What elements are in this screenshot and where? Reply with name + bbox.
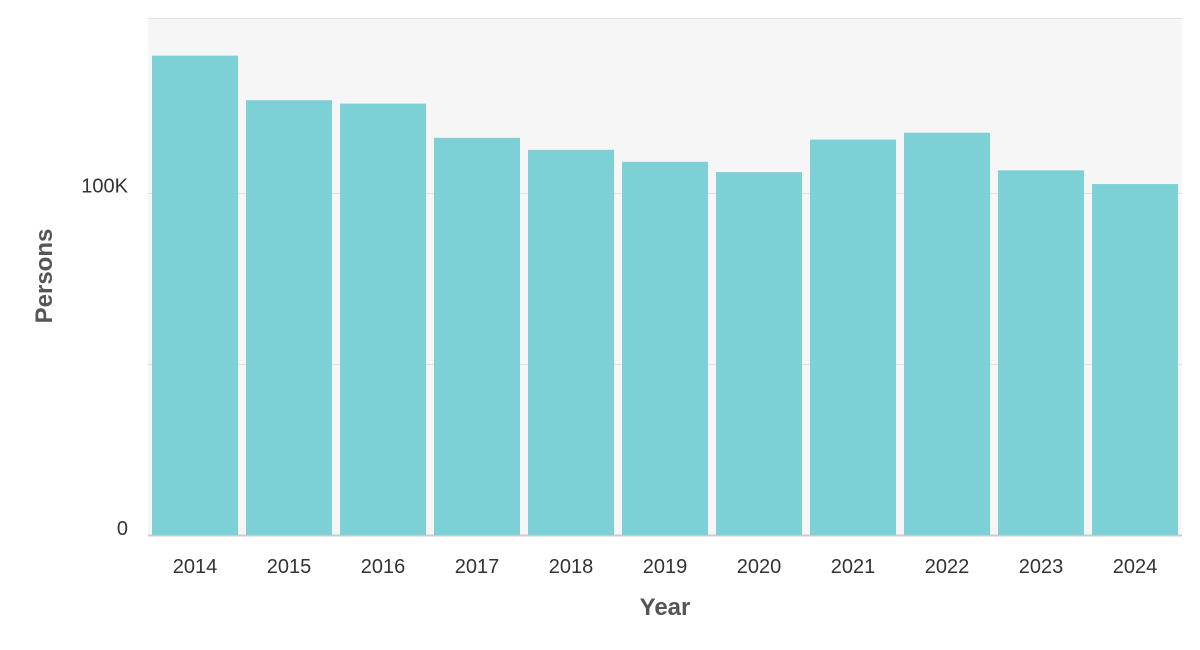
x-tick-label: 2018 bbox=[549, 556, 594, 578]
x-tick-label: 2015 bbox=[267, 556, 312, 578]
y-tick-label: 100K bbox=[81, 176, 128, 198]
bar-2020[interactable] bbox=[716, 172, 802, 535]
bar-2017[interactable] bbox=[434, 137, 520, 535]
bar-2018[interactable] bbox=[528, 149, 614, 536]
bar-2021[interactable] bbox=[810, 139, 896, 535]
bars bbox=[152, 55, 1178, 536]
x-tick-label: 2024 bbox=[1113, 556, 1158, 578]
x-tick-label: 2017 bbox=[455, 556, 500, 578]
bar-2019[interactable] bbox=[622, 161, 708, 535]
y-axis-tick-labels: 0 100K bbox=[81, 176, 128, 540]
x-tick-label: 2022 bbox=[925, 556, 970, 578]
bar-2024[interactable] bbox=[1092, 184, 1178, 536]
bar-2015[interactable] bbox=[246, 100, 332, 536]
x-tick-label: 2020 bbox=[737, 556, 782, 578]
x-axis-tick-labels: 2014 2015 2016 2017 2018 2019 2020 2021 2022 2023… bbox=[173, 556, 1158, 578]
y-tick-label: 0 bbox=[117, 518, 128, 540]
x-tick-label: 2023 bbox=[1019, 556, 1064, 578]
x-tick-label: 2014 bbox=[173, 556, 218, 578]
bar-2023[interactable] bbox=[998, 170, 1084, 535]
x-tick-label: 2021 bbox=[831, 556, 876, 578]
y-axis-title: Persons bbox=[31, 229, 58, 324]
bar-2022[interactable] bbox=[904, 132, 990, 535]
bar-2014[interactable] bbox=[152, 55, 238, 535]
bar-2016[interactable] bbox=[340, 103, 426, 536]
x-tick-label: 2019 bbox=[643, 556, 688, 578]
x-axis-title: Year bbox=[640, 594, 691, 621]
x-tick-label: 2016 bbox=[361, 556, 406, 578]
